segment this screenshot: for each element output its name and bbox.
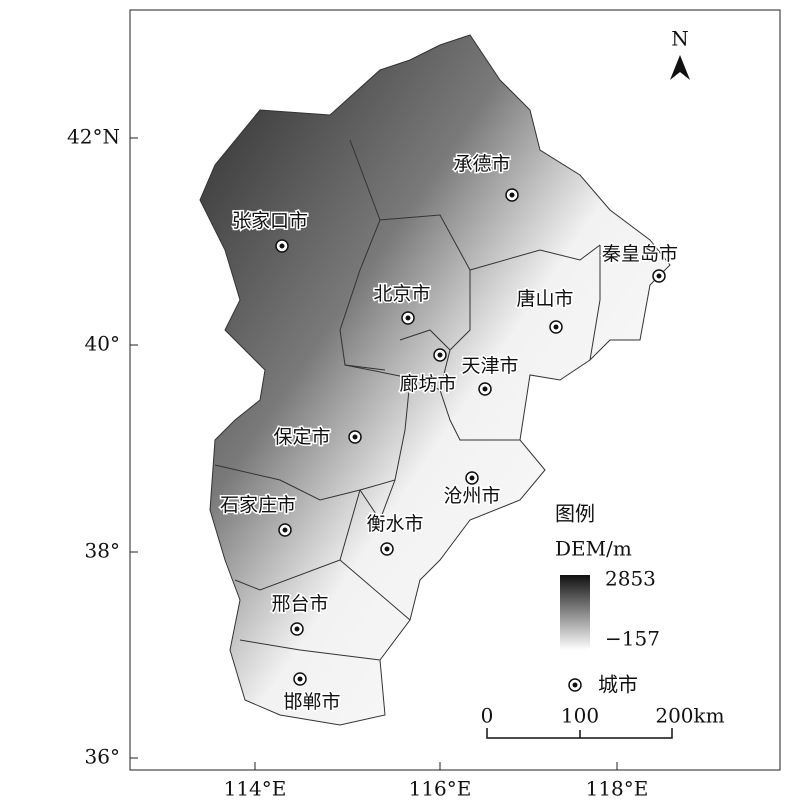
axes: 42°N 40° 38° 36° 114°E 116°E 118°E: [67, 125, 648, 801]
city-legend-label: 城市: [598, 673, 638, 697]
city-label: 廊坊市: [399, 373, 456, 395]
city-label: 张家口市: [232, 210, 308, 232]
city-label: 衡水市: [366, 513, 423, 535]
x-tick-label: 114°E: [224, 777, 287, 801]
city-label: 北京市: [373, 283, 430, 305]
city-label: 邢台市: [271, 593, 328, 615]
scale-label: 0: [481, 704, 494, 728]
city-label: 保定市: [273, 426, 330, 448]
scale-bar: 0 100 200km: [481, 704, 725, 739]
dem-label: DEM/m: [555, 537, 632, 561]
city-symbol-dot: [572, 682, 578, 688]
region: [199, 34, 671, 726]
north-arrow: N: [670, 27, 690, 80]
city-marker-dot: [553, 324, 559, 330]
y-tick-label: 40°: [85, 332, 120, 356]
x-tick-label: 116°E: [409, 777, 472, 801]
legend-title: 图例: [555, 502, 595, 526]
y-tick-label: 38°: [85, 539, 120, 563]
city-label: 邯郸市: [283, 691, 340, 713]
city-marker-dot: [294, 626, 300, 632]
north-arrow-icon: [670, 55, 690, 80]
city-label: 承德市: [453, 153, 510, 175]
north-label: N: [671, 27, 689, 51]
city-label: 秦皇岛市: [602, 243, 678, 265]
legend: 图例 DEM/m 2853 −157 城市: [555, 502, 660, 697]
city-label: 天津市: [461, 355, 518, 377]
city-marker-dot: [656, 273, 662, 279]
dem-max: 2853: [605, 567, 656, 591]
city-label: 石家庄市: [220, 494, 296, 516]
city-marker-dot: [297, 676, 303, 682]
city-label: 唐山市: [516, 288, 573, 310]
city-marker-dot: [352, 434, 358, 440]
city-marker-dot: [282, 527, 288, 533]
city-marker-dot: [405, 315, 411, 321]
map-frame: [129, 9, 781, 771]
city-marker-dot: [279, 243, 285, 249]
y-tick-label: 36°: [85, 745, 120, 769]
scale-label: 200km: [655, 704, 724, 728]
city-marker-dot: [509, 192, 515, 198]
city-marker-dot: [469, 475, 475, 481]
scale-label: 100: [561, 704, 599, 728]
city-marker-dot: [384, 546, 390, 552]
dem-min: −157: [605, 627, 660, 651]
city-marker-dot: [437, 352, 443, 358]
x-tick-label: 118°E: [586, 777, 649, 801]
dem-ramp: [560, 575, 590, 650]
y-tick-label: 42°N: [67, 125, 120, 149]
city-label: 沧州市: [443, 485, 500, 507]
city-marker-dot: [482, 386, 488, 392]
boundaries: [214, 139, 601, 661]
